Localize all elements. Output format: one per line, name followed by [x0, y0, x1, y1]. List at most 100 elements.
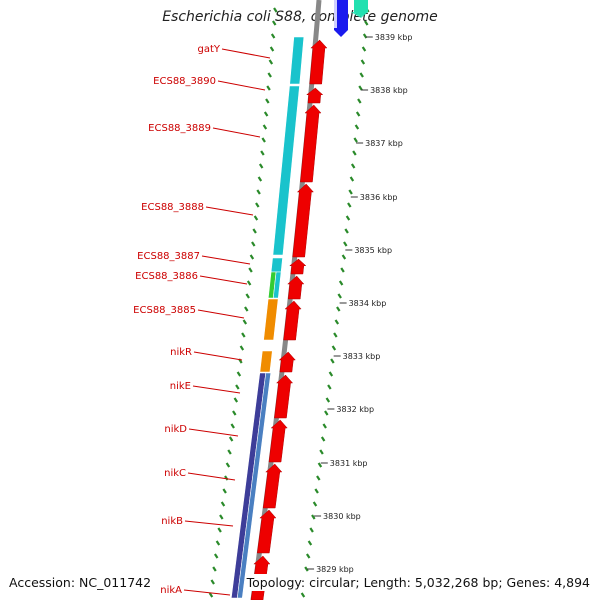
- kbp-label: 3829 kbp: [316, 565, 354, 574]
- feature-bar-cyan[interactable]: [272, 85, 300, 256]
- kbp-label: 3834 kbp: [349, 299, 387, 308]
- gene-leader-line: [217, 80, 266, 91]
- kbp-label: 3838 kbp: [370, 86, 408, 95]
- outer-track-tick: [314, 488, 319, 494]
- inner-track-tick: [225, 462, 231, 468]
- inner-track-tick: [268, 59, 274, 65]
- kbp-labels-layer: 3839 kbp 3838 kbp 3837 kbp 3836 kbp 3835 kbp…: [307, 33, 412, 574]
- outer-track-tick: [322, 423, 327, 429]
- cds-arrow[interactable]: [262, 463, 283, 509]
- gene-label-nike[interactable]: nikE: [170, 381, 191, 392]
- feature-bar-steelblue[interactable]: [236, 372, 272, 599]
- top-blue-feature[interactable]: [334, 0, 348, 37]
- outer-track-tick: [338, 280, 344, 286]
- gene-leader-line: [205, 206, 254, 216]
- gene-label-ecs88_3887[interactable]: ECS88_3887: [137, 251, 200, 262]
- cds-arrow[interactable]: [300, 104, 322, 183]
- inner-track-tick: [244, 306, 249, 312]
- cds-arrow[interactable]: [287, 275, 305, 300]
- cds-arrow[interactable]: [283, 300, 302, 341]
- feature-bar-cyan[interactable]: [289, 36, 305, 85]
- gene-leader-line: [187, 472, 236, 481]
- outer-track-tick: [333, 332, 338, 338]
- cds-arrow[interactable]: [289, 258, 307, 275]
- kbp-label: 3831 kbp: [330, 459, 368, 468]
- outer-track-tick: [347, 202, 352, 208]
- gene-label-gaty[interactable]: gatY: [197, 44, 220, 55]
- inner-track-tick: [228, 436, 234, 442]
- outer-track-tick: [354, 124, 360, 130]
- inner-track-tick: [257, 176, 263, 182]
- top-blue-highlight: [334, 0, 337, 28]
- feature-bar-cyan[interactable]: [272, 271, 282, 299]
- gene-leader-line: [193, 351, 243, 361]
- outer-track-tick: [331, 345, 337, 351]
- outer-track-tick: [337, 293, 342, 299]
- outer-track-tick: [312, 501, 318, 507]
- cds-arrow[interactable]: [274, 374, 294, 419]
- gene-label-nikc[interactable]: nikC: [164, 468, 186, 479]
- outer-track-tick: [349, 176, 355, 182]
- kbp-label: 3837 kbp: [365, 139, 403, 148]
- outer-track-tick: [357, 98, 362, 104]
- inner-track-tick: [265, 98, 270, 104]
- cds-arrow[interactable]: [305, 87, 324, 104]
- gene-leader-line: [184, 520, 234, 527]
- gene-label-nika[interactable]: nikA: [160, 585, 182, 596]
- gene-leader-line: [212, 127, 261, 138]
- gene-label-ecs88_3889[interactable]: ECS88_3889: [148, 123, 211, 134]
- inner-track-tick: [212, 566, 217, 572]
- gene-label-ecs88_3888[interactable]: ECS88_3888: [141, 202, 204, 213]
- outer-track-tick: [348, 189, 353, 195]
- cds-arrow[interactable]: [292, 183, 314, 258]
- inner-track-tick: [245, 293, 250, 299]
- gene-label-ecs88_3885[interactable]: ECS88_3885: [133, 305, 196, 316]
- gene-label-nikb[interactable]: nikB: [161, 516, 183, 527]
- gene-leader-line: [221, 48, 271, 59]
- inner-track-tick: [252, 228, 257, 234]
- cds-arrow[interactable]: [278, 351, 296, 373]
- inner-track-tick: [213, 553, 219, 559]
- cds-arrow[interactable]: [257, 509, 277, 554]
- outer-track-tick: [307, 540, 313, 546]
- top-features-layer: [334, 0, 368, 37]
- outer-track-tick: [330, 358, 335, 364]
- outer-track-tick: [319, 449, 324, 455]
- gene-label-nikr[interactable]: nikR: [170, 347, 192, 358]
- inner-track-tick: [219, 514, 224, 520]
- inner-track-tick: [242, 319, 248, 325]
- outer-track-tick: [343, 241, 348, 247]
- cds-arrow[interactable]: [268, 419, 288, 463]
- outer-track-tick: [305, 553, 311, 559]
- gene-leader-line: [197, 309, 245, 319]
- gene-label-nikd[interactable]: nikD: [164, 424, 187, 435]
- outer-track-tick: [358, 85, 363, 91]
- inner-track-tick: [248, 267, 253, 273]
- kbp-label: 3839 kbp: [375, 33, 413, 42]
- outer-track-tick: [334, 319, 340, 325]
- feature-bar-orange[interactable]: [259, 350, 273, 373]
- inner-track-tick: [210, 579, 215, 585]
- gene-label-ecs88_3886[interactable]: ECS88_3886: [135, 271, 198, 282]
- gene-label-ecs88_3890[interactable]: ECS88_3890: [153, 76, 216, 87]
- inner-track-tick: [251, 241, 256, 247]
- outer-track-tick: [355, 111, 361, 117]
- inner-track-tick: [235, 384, 240, 390]
- outer-track-tick: [317, 462, 323, 468]
- inner-track-tick: [232, 410, 237, 416]
- inner-track-tick: [261, 137, 266, 143]
- inner-track-tick: [267, 72, 272, 78]
- gene-labels-layer: gatY ECS88_3890 ECS88_3889 ECS88_3888 ECS88_…: [133, 44, 221, 596]
- cds-arrow[interactable]: [309, 39, 328, 85]
- outer-track-tick: [316, 475, 321, 481]
- gene-leader-line: [188, 428, 239, 437]
- inner-track-tick: [273, 7, 278, 13]
- outer-track-tick: [344, 228, 349, 234]
- outer-track-tick: [328, 371, 334, 377]
- outer-track-tick: [324, 410, 329, 416]
- feature-bar-orange[interactable]: [263, 298, 279, 341]
- kbp-label: 3835 kbp: [354, 246, 392, 255]
- feature-bar-cyan[interactable]: [270, 257, 283, 273]
- cds-arrows-layer: [250, 39, 328, 600]
